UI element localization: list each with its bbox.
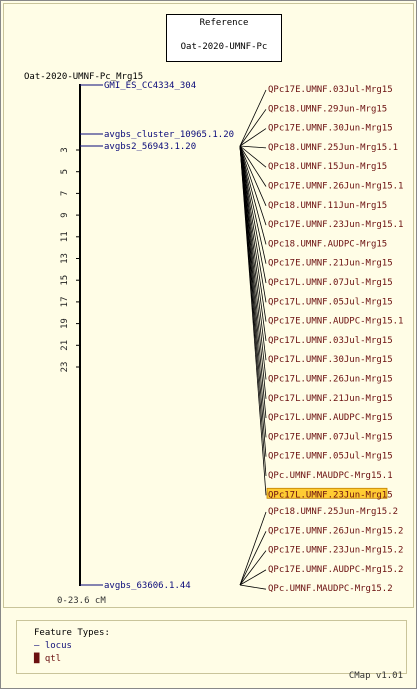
scale-label: 0-23.6 cM [57,596,106,606]
locus-label[interactable]: avgbs2_56943.1.20 [104,142,196,152]
reference-box[interactable]: Reference Oat-2020-UMNF-Pc [166,14,282,62]
qtl-label[interactable]: QPc17L.UMNF.30Jun-Mrg15 [268,355,393,365]
qtl-label[interactable]: QPc17E.UMNF.AUDPC-Mrg15.1 [268,317,403,327]
qtl-label[interactable]: QPc17E.UMNF.21Jun-Mrg15 [268,259,393,269]
map-title[interactable]: Oat-2020-UMNF-Pc_Mrg15 [24,72,144,82]
qtl-label[interactable]: QPc17L.UMNF.03Jul-Mrg15 [268,336,393,346]
qtl-label[interactable]: QPc17E.UMNF.07Jul-Mrg15 [268,432,393,442]
qtl-label[interactable]: QPc18.UMNF.AUDPC-Mrg15 [268,239,387,249]
qtl-highlight-box [266,487,388,499]
qtl-label[interactable]: QPc.UMNF.MAUDPC-Mrg15.1 [268,471,393,481]
qtl-label[interactable]: QPc18.UMNF.25Jun-Mrg15.1 [268,143,398,153]
qtl-connector [239,145,267,303]
qtl-connector [239,145,267,284]
legend-locus: — locus [34,641,72,651]
qtl-label[interactable]: QPc17L.UMNF.23Jun-Mrg15 [268,490,393,500]
qtl-label[interactable]: QPc17L.UMNF.26Jun-Mrg15 [268,375,393,385]
qtl-label[interactable]: QPc18.UMNF.29Jun-Mrg15 [268,104,387,114]
qtl-connector [239,569,267,586]
qtl-connector [239,145,267,496]
axis-tick-label: 21 [60,340,70,351]
legend-locus-label: locus [44,641,72,651]
legend-title: Feature Types: [34,628,110,638]
qtl-label[interactable]: QPc17E.UMNF.30Jun-Mrg15 [268,124,393,134]
locus-label[interactable]: GMI_ES_CC4334_304 [104,81,196,91]
qtl-connector [239,145,267,206]
axis-tick-label: 23 [60,362,70,373]
axis-tick-label: 13 [60,253,70,264]
qtl-connector [239,550,267,586]
qtl-connector [239,145,267,264]
qtl-connector [239,511,267,586]
qtl-connector [239,89,267,147]
axis-tick-label: 3 [60,147,70,152]
legend: Feature Types: — locus █ qtl [16,620,407,674]
qtl-label[interactable]: QPc17E.UMNF.05Jul-Mrg15 [268,452,393,462]
axis-tick-label: 9 [60,212,70,217]
axis-tick-label: 11 [60,231,70,242]
qtl-connector [239,145,267,149]
qtl-label[interactable]: QPc17E.UMNF.26Jun-Mrg15.2 [268,526,403,536]
cmap-version: CMap v1.01 [348,671,403,681]
qtl-connector [239,145,267,245]
qtl-label[interactable]: QPc17E.UMNF.26Jun-Mrg15.1 [268,182,403,192]
legend-qtl: █ qtl [34,654,62,664]
reference-title: Reference [199,18,249,28]
qtl-label[interactable]: QPc17E.UMNF.23Jun-Mrg15.2 [268,546,403,556]
qtl-connector [239,145,267,226]
qtl-label[interactable]: QPc17E.UMNF.03Jul-Mrg15 [268,85,393,95]
qtl-connector [239,531,267,586]
qtl-label[interactable]: QPc18.UMNF.11Jun-Mrg15 [268,201,387,211]
qtl-label[interactable]: QPc17L.UMNF.07Jul-Mrg15 [268,278,393,288]
qtl-connector [239,145,267,168]
reference-map-name[interactable]: Oat-2020-UMNF-Pc [180,42,268,52]
qtl-connector [239,145,267,187]
qtl-connector [239,145,267,322]
legend-qtl-label: qtl [44,654,62,664]
locus-label[interactable]: avgbs_cluster_10965.1.20 [104,130,234,140]
axis-tick-label: 15 [60,275,70,286]
qtl-label[interactable]: QPc17L.UMNF.05Jul-Mrg15 [268,297,393,307]
qtl-label[interactable]: QPc17L.UMNF.21Jun-Mrg15 [268,394,393,404]
qtl-label[interactable]: QPc17E.UMNF.AUDPC-Mrg15.2 [268,565,403,575]
qtl-label[interactable]: QPc18.UMNF.15Jun-Mrg15 [268,162,387,172]
axis-tick-label: 5 [60,169,70,174]
qtl-label[interactable]: QPc17E.UMNF.23Jun-Mrg15.1 [268,220,403,230]
qtl-connector [239,109,267,147]
axis-tick-label: 19 [60,318,70,329]
axis-tick-label: 7 [60,191,70,196]
locus-label[interactable]: avgbs_63606.1.44 [104,581,191,591]
qtl-label[interactable]: QPc18.UMNF.25Jun-Mrg15.2 [268,507,398,517]
qtl-connector [239,128,267,147]
axis-tick-label: 17 [60,296,70,307]
map-panel [3,3,414,608]
qtl-label[interactable]: QPc17L.UMNF.AUDPC-Mrg15 [268,413,393,423]
qtl-label[interactable]: QPc.UMNF.MAUDPC-Mrg15.2 [268,584,393,594]
qtl-connector [239,584,267,590]
